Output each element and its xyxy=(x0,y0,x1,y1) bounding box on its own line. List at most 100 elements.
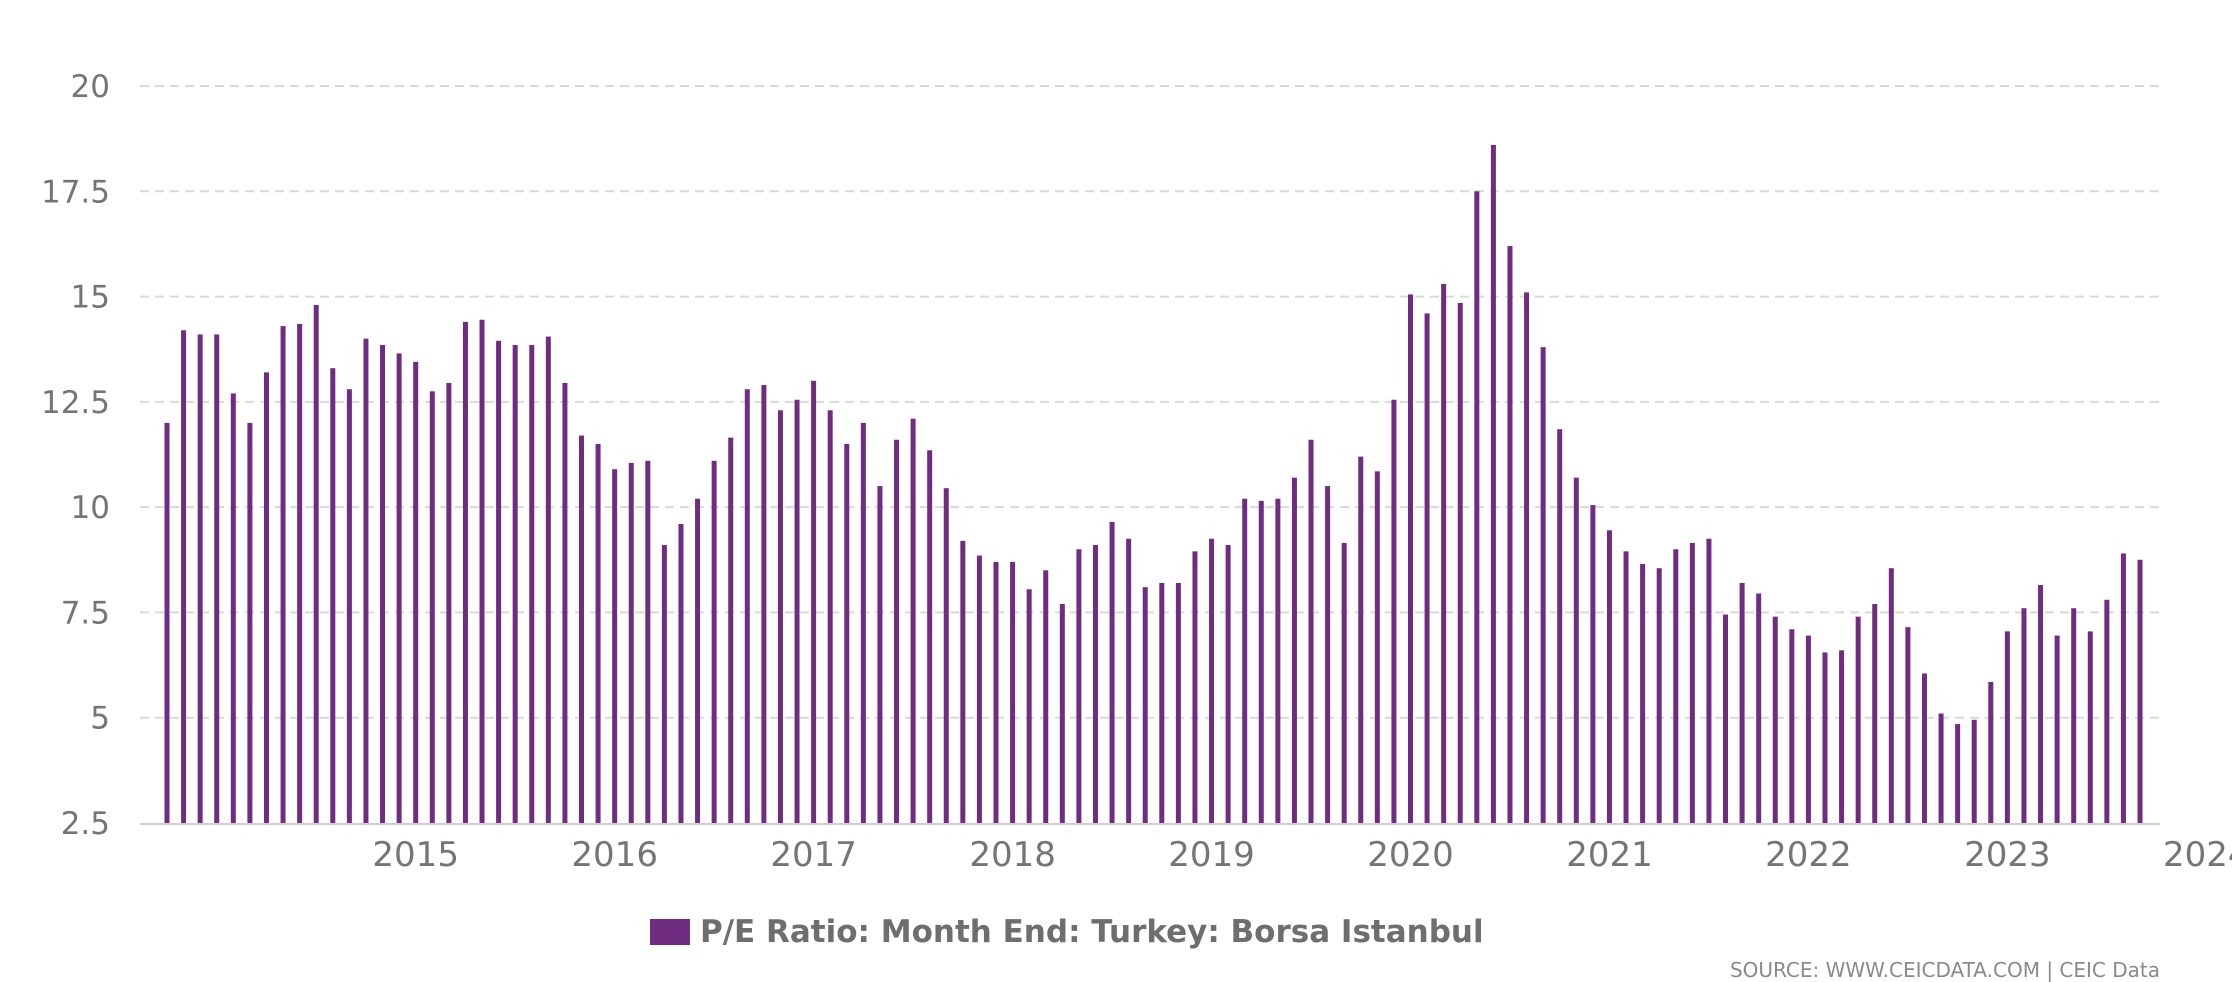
y-tick-label: 15 xyxy=(71,280,110,316)
bar xyxy=(1275,498,1281,823)
bar xyxy=(1656,568,1662,823)
bar xyxy=(1988,681,1994,823)
bar xyxy=(429,391,435,823)
bar xyxy=(181,330,187,823)
bar xyxy=(1242,498,1248,823)
bar xyxy=(661,545,667,823)
bar xyxy=(197,334,203,823)
bar xyxy=(1010,561,1016,823)
bar xyxy=(1971,719,1977,823)
bar xyxy=(877,486,883,823)
x-tick-label: 2017 xyxy=(770,835,857,875)
bar xyxy=(1756,593,1762,823)
bar xyxy=(645,460,651,823)
bar xyxy=(496,340,502,823)
x-tick-label: 2022 xyxy=(1765,835,1852,875)
bar xyxy=(2021,608,2027,823)
bar xyxy=(1557,429,1563,823)
bar xyxy=(1341,542,1347,823)
bar xyxy=(1739,582,1745,823)
bar xyxy=(2104,599,2110,823)
bar xyxy=(1126,538,1132,823)
x-tick-label: 2018 xyxy=(969,835,1056,875)
bar xyxy=(1888,568,1894,823)
x-axis-tick-labels: 2015 2016 2017 2018 2019 2020 2021 2022 2023 2024 xyxy=(372,835,2232,875)
legend-label: P/E Ratio: Month End: Turkey: Borsa Ista… xyxy=(700,914,1484,950)
y-tick-label: 17.5 xyxy=(41,174,110,210)
bar xyxy=(297,323,303,823)
y-tick-label: 10 xyxy=(71,490,110,526)
bar xyxy=(1573,477,1579,823)
y-tick-label: 5 xyxy=(90,701,110,737)
bar xyxy=(894,439,900,823)
bar xyxy=(1391,399,1397,823)
bar xyxy=(512,345,518,823)
bar xyxy=(1258,500,1264,823)
bar xyxy=(1159,582,1165,823)
bar xyxy=(844,443,850,823)
bar xyxy=(263,372,269,823)
bar xyxy=(1408,294,1413,824)
x-tick-label: 2021 xyxy=(1566,835,1653,875)
bar xyxy=(1590,505,1596,823)
bar xyxy=(1507,246,1513,823)
x-tick-label: 2023 xyxy=(1964,835,2051,875)
bar xyxy=(1772,616,1778,823)
bar xyxy=(927,450,933,823)
legend: P/E Ratio: Month End: Turkey: Borsa Ista… xyxy=(650,912,1484,952)
bar xyxy=(230,393,236,823)
bar xyxy=(1789,629,1795,823)
bar xyxy=(1540,347,1546,823)
bar xyxy=(1374,471,1380,823)
bar xyxy=(1175,582,1181,823)
bar xyxy=(1076,549,1082,823)
source-credit: SOURCE: WWW.CEICDATA.COM | CEIC Data xyxy=(1729,958,2160,982)
bar xyxy=(678,523,684,823)
bar xyxy=(628,462,634,823)
bar xyxy=(728,437,734,823)
bar xyxy=(346,389,352,823)
bar xyxy=(976,555,982,823)
bar xyxy=(1872,604,1878,823)
bar xyxy=(1291,477,1297,823)
bar xyxy=(711,460,717,823)
bar xyxy=(164,422,170,823)
x-tick-label: 2015 xyxy=(372,835,459,875)
bar xyxy=(1490,144,1496,823)
bar xyxy=(2038,585,2044,823)
bar xyxy=(2054,635,2060,823)
bar xyxy=(1524,292,1530,823)
bar xyxy=(1225,545,1231,823)
bar xyxy=(1142,587,1148,823)
bar xyxy=(2120,553,2126,823)
bar xyxy=(1026,589,1032,823)
bar xyxy=(2071,608,2077,823)
bar xyxy=(595,443,601,823)
bar xyxy=(1606,530,1612,823)
bar xyxy=(1109,521,1115,823)
y-tick-label: 12.5 xyxy=(41,385,110,421)
bar xyxy=(1905,627,1911,823)
bar xyxy=(695,498,701,823)
bar xyxy=(1474,191,1480,824)
bar xyxy=(1938,713,1944,823)
bar xyxy=(1623,551,1629,823)
bar xyxy=(960,540,966,823)
y-tick-label: 7.5 xyxy=(61,595,110,631)
bar xyxy=(1955,724,1961,823)
bar xyxy=(214,334,220,823)
bar xyxy=(247,422,253,823)
x-tick-label: 2020 xyxy=(1367,835,1454,875)
bar xyxy=(1921,673,1927,823)
bar xyxy=(1457,302,1463,823)
bar xyxy=(1822,652,1828,823)
bar xyxy=(1325,486,1331,823)
bar xyxy=(1839,650,1845,823)
bar xyxy=(777,410,783,823)
bar-series xyxy=(164,144,2143,824)
bar xyxy=(2004,631,2010,823)
bar xyxy=(545,336,551,823)
bar xyxy=(761,385,767,823)
bar xyxy=(1640,564,1646,823)
